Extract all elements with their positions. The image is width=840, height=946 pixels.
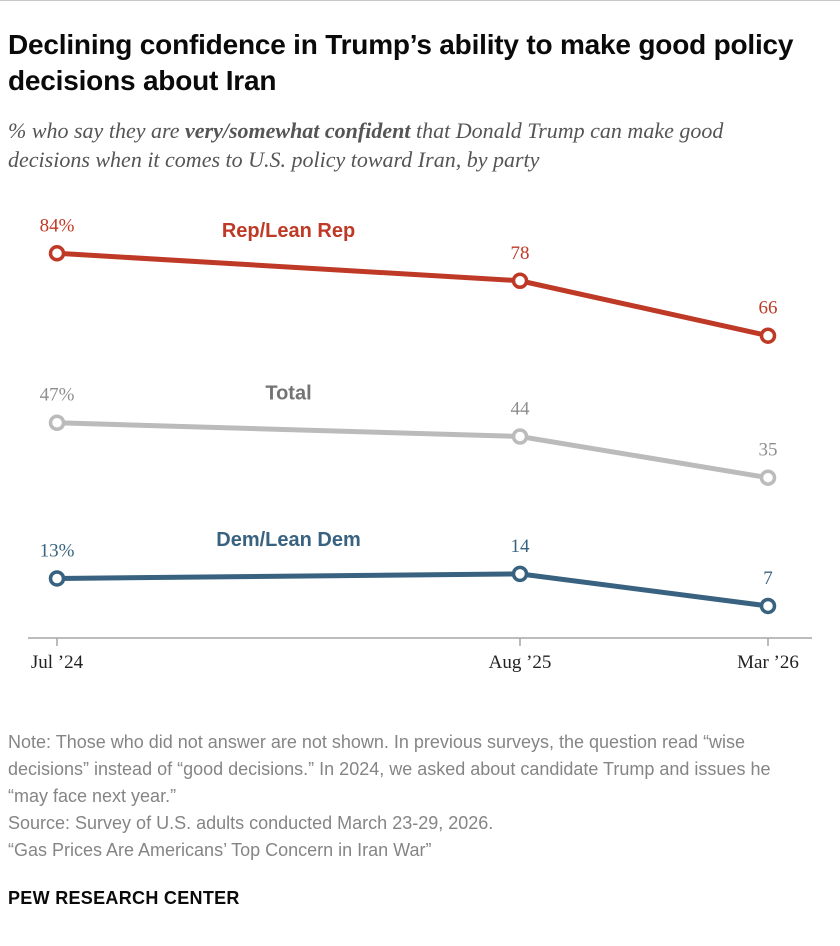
line-chart: Jul ’24 Aug ’25 Mar ’26 84% 78 66 Rep/Lean Rep… <box>28 215 812 673</box>
subtitle-emphasis: very/somewhat confident <box>184 117 411 143</box>
value-label: 44 <box>511 399 531 420</box>
value-label: 13% <box>40 541 75 562</box>
series-label: Rep/Lean Rep <box>222 220 355 242</box>
data-point-marker <box>511 272 529 290</box>
chart-line <box>54 571 771 609</box>
value-label: 14 <box>511 536 531 557</box>
subtitle-suffix: that Donald Trump can make good decision… <box>8 117 724 173</box>
chart-header: Declining confidence in Trump’s ability … <box>0 1 840 175</box>
subtitle-prefix: % who say they are <box>8 117 185 143</box>
source-text: Source: Survey of U.S. adults conducted … <box>8 813 494 834</box>
series-label: Dem/Lean Dem <box>216 529 361 551</box>
data-point-marker <box>48 245 66 262</box>
value-label: 78 <box>511 243 530 264</box>
series-label: Total <box>265 383 311 405</box>
data-point-marker <box>759 597 777 615</box>
chart-line <box>54 420 771 481</box>
page-title: Declining confidence in Trump’s ability … <box>8 29 794 97</box>
data-point-marker <box>759 469 777 487</box>
chart-footer: Note: Those who did not answer are not s… <box>0 729 840 909</box>
data-point-marker <box>511 428 529 445</box>
x-axis-label: Jul ’24 <box>31 652 84 673</box>
value-label: 84% <box>40 215 75 236</box>
data-point-marker <box>759 327 777 345</box>
note-text: Note: Those who did not answer are not s… <box>8 732 771 807</box>
chart-line <box>54 250 771 339</box>
data-point-marker <box>511 565 529 583</box>
x-axis-label: Aug ’25 <box>489 652 552 673</box>
data-point-marker <box>48 414 66 432</box>
x-axis-label: Mar ’26 <box>737 652 799 673</box>
brand: PEW RESEARCH CENTER <box>8 888 240 909</box>
report-title: “Gas Prices Are Americans’ Top Concern i… <box>8 840 432 861</box>
value-label: 66 <box>759 298 778 319</box>
chart-subtitle: % who say they are very/somewhat confide… <box>8 116 738 175</box>
value-label: 47% <box>40 385 75 406</box>
value-label: 7 <box>763 568 773 589</box>
data-point-marker <box>48 570 66 587</box>
value-label: 35 <box>759 440 778 461</box>
